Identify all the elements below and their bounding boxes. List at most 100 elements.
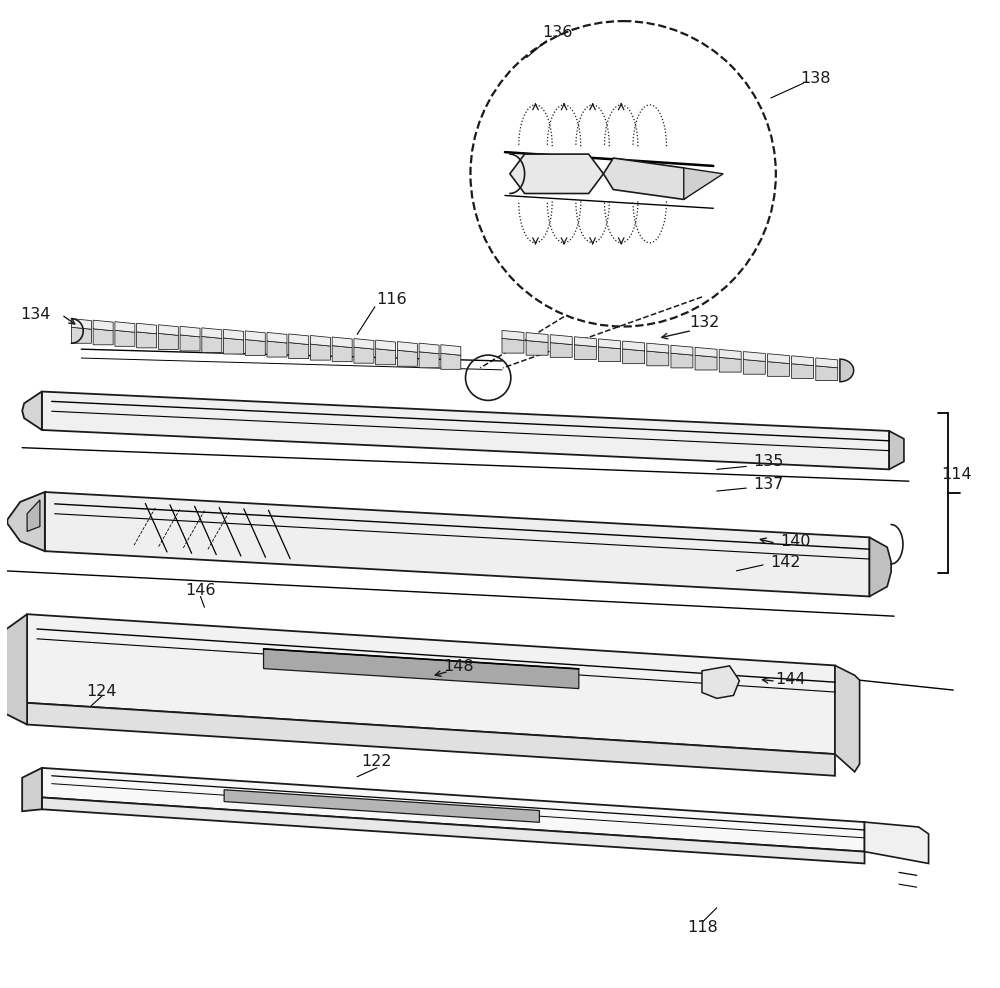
Polygon shape (376, 340, 396, 351)
Polygon shape (115, 330, 135, 347)
Polygon shape (224, 789, 539, 822)
Text: 114: 114 (941, 466, 971, 482)
Polygon shape (224, 338, 244, 354)
Polygon shape (684, 168, 723, 200)
Text: 138: 138 (800, 71, 831, 86)
Polygon shape (42, 391, 889, 469)
Polygon shape (574, 337, 596, 347)
Polygon shape (27, 702, 835, 776)
Text: 137: 137 (753, 476, 783, 492)
Text: 116: 116 (376, 292, 407, 307)
Text: 132: 132 (690, 315, 720, 330)
Text: 136: 136 (542, 26, 572, 41)
Text: 144: 144 (775, 672, 806, 687)
Polygon shape (599, 339, 620, 349)
Polygon shape (419, 343, 439, 354)
Text: 135: 135 (753, 454, 783, 469)
Polygon shape (603, 158, 703, 200)
Polygon shape (647, 351, 669, 366)
Polygon shape (792, 356, 814, 366)
Polygon shape (245, 340, 265, 356)
Text: 122: 122 (362, 755, 392, 770)
Text: 124: 124 (87, 684, 117, 699)
Polygon shape (702, 666, 739, 699)
Polygon shape (767, 354, 789, 364)
Polygon shape (93, 320, 113, 331)
Polygon shape (137, 323, 157, 334)
Polygon shape (267, 341, 287, 357)
Polygon shape (695, 356, 717, 370)
Polygon shape (115, 322, 135, 332)
Polygon shape (502, 330, 524, 340)
Polygon shape (22, 391, 42, 430)
Polygon shape (510, 154, 603, 194)
Polygon shape (816, 366, 838, 380)
Polygon shape (397, 342, 417, 352)
Polygon shape (45, 492, 869, 597)
Polygon shape (71, 319, 91, 329)
Polygon shape (354, 339, 374, 349)
Polygon shape (526, 341, 548, 356)
Polygon shape (71, 327, 91, 343)
Polygon shape (310, 344, 330, 360)
Polygon shape (332, 337, 352, 348)
Polygon shape (599, 347, 620, 362)
Polygon shape (647, 343, 669, 353)
Polygon shape (623, 349, 645, 364)
Polygon shape (671, 353, 693, 368)
Polygon shape (289, 343, 309, 359)
Polygon shape (869, 537, 891, 597)
Polygon shape (354, 347, 374, 364)
Polygon shape (27, 615, 835, 754)
Polygon shape (93, 329, 113, 345)
Polygon shape (376, 349, 396, 365)
Polygon shape (267, 332, 287, 343)
Text: 140: 140 (780, 534, 811, 548)
Polygon shape (264, 649, 579, 689)
Polygon shape (42, 768, 865, 852)
Polygon shape (835, 666, 860, 772)
Polygon shape (550, 335, 572, 345)
Polygon shape (865, 822, 929, 864)
Text: 148: 148 (443, 659, 474, 674)
Polygon shape (550, 343, 572, 358)
Polygon shape (158, 325, 178, 335)
Polygon shape (245, 331, 265, 342)
Polygon shape (574, 345, 596, 360)
Text: 118: 118 (688, 920, 718, 935)
Polygon shape (22, 768, 42, 811)
Polygon shape (695, 348, 717, 358)
Polygon shape (671, 345, 693, 355)
Polygon shape (743, 360, 765, 374)
Polygon shape (397, 350, 417, 367)
Polygon shape (289, 334, 309, 345)
Polygon shape (719, 358, 741, 372)
Polygon shape (502, 338, 524, 353)
Polygon shape (158, 333, 178, 350)
Text: 146: 146 (185, 583, 216, 598)
Polygon shape (719, 350, 741, 360)
Polygon shape (202, 328, 222, 339)
Polygon shape (180, 335, 200, 351)
Polygon shape (180, 326, 200, 337)
Text: 134: 134 (20, 307, 50, 322)
Polygon shape (623, 341, 645, 351)
Polygon shape (202, 337, 222, 353)
Polygon shape (7, 492, 45, 551)
Polygon shape (526, 333, 548, 343)
Polygon shape (137, 332, 157, 348)
Polygon shape (419, 352, 439, 368)
Polygon shape (816, 358, 838, 368)
Polygon shape (0, 615, 27, 724)
Polygon shape (840, 359, 854, 381)
Polygon shape (42, 797, 865, 864)
Polygon shape (224, 329, 244, 340)
Polygon shape (27, 500, 40, 532)
Polygon shape (332, 346, 352, 362)
Polygon shape (441, 354, 461, 370)
Text: 142: 142 (770, 555, 801, 570)
Polygon shape (792, 364, 814, 378)
Polygon shape (441, 345, 461, 356)
Polygon shape (310, 336, 330, 346)
Polygon shape (889, 431, 904, 469)
